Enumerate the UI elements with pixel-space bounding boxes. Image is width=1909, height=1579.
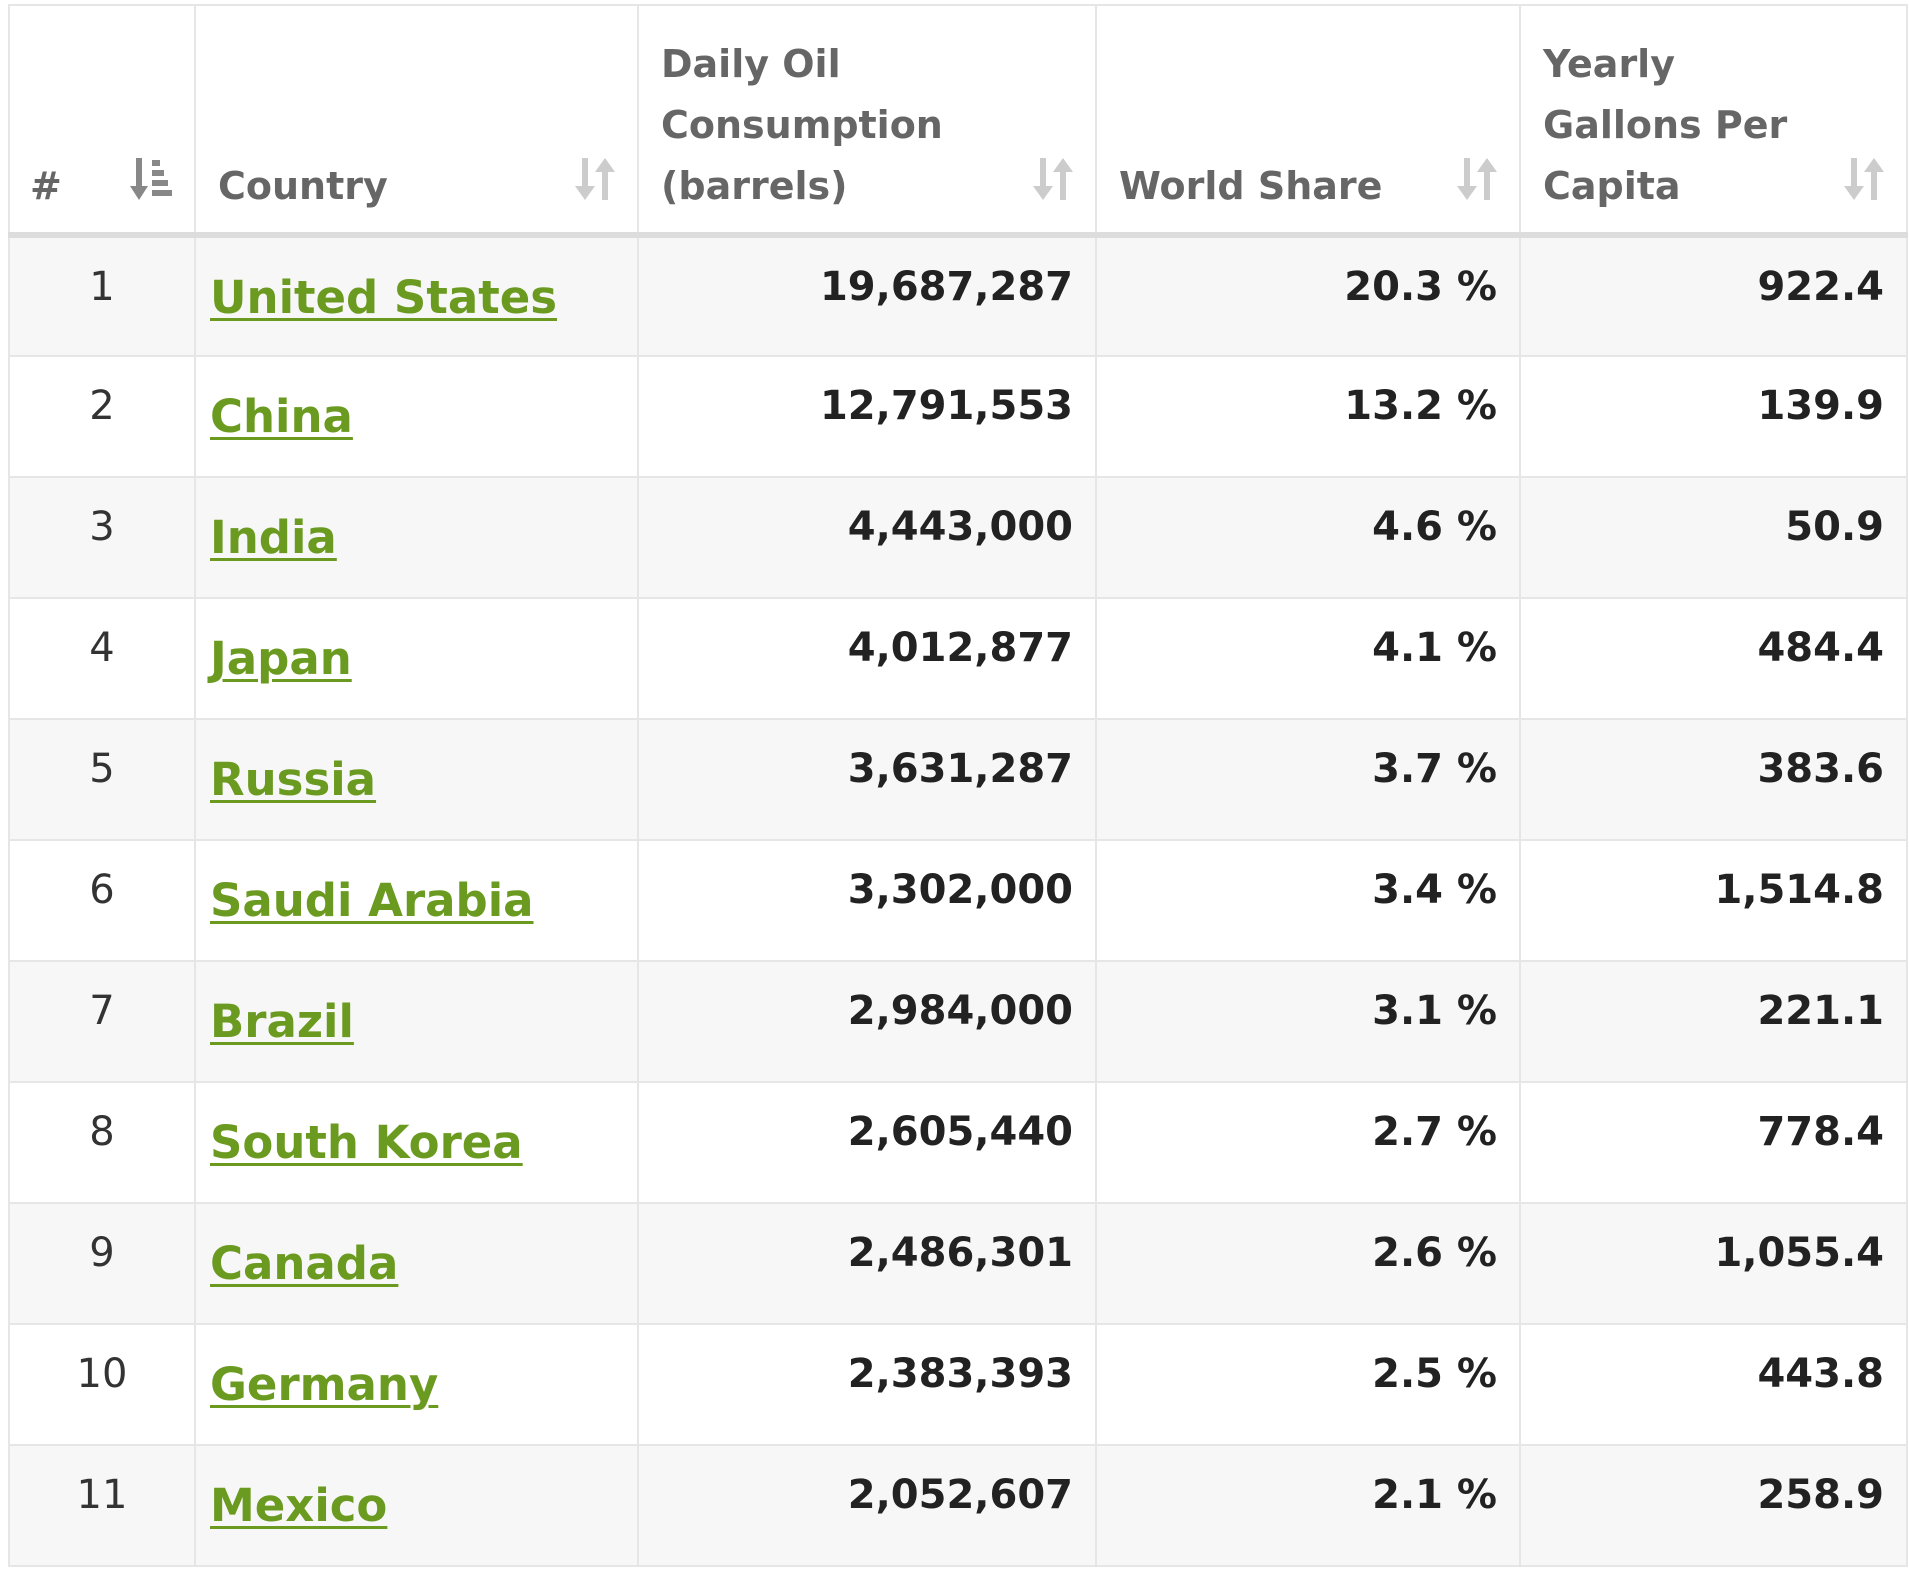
country-cell: South Korea bbox=[194, 1081, 639, 1204]
world-share-cell: 4.1 % bbox=[1095, 597, 1521, 720]
daily-oil-cell: 2,052,607 bbox=[637, 1444, 1097, 1567]
yearly-gallons-cell: 484.4 bbox=[1519, 597, 1908, 720]
table-header: # Country bbox=[8, 4, 1908, 238]
sort-both-icon[interactable] bbox=[573, 156, 617, 202]
table-row: 6 Saudi Arabia 3,302,000 3.4 % 1,514.8 bbox=[8, 839, 1908, 962]
rank-cell: 5 bbox=[8, 718, 196, 841]
table-row: 1 United States 19,687,287 20.3 % 922.4 bbox=[8, 234, 1908, 357]
daily-oil-cell: 2,486,301 bbox=[637, 1202, 1097, 1325]
header-country-label: Country bbox=[218, 164, 388, 208]
country-link[interactable]: Russia bbox=[210, 753, 377, 806]
daily-oil-cell: 19,687,287 bbox=[637, 234, 1097, 357]
table-row: 8 South Korea 2,605,440 2.7 % 778.4 bbox=[8, 1081, 1908, 1204]
daily-oil-cell: 2,605,440 bbox=[637, 1081, 1097, 1204]
rank-cell: 11 bbox=[8, 1444, 196, 1567]
country-cell: United States bbox=[194, 234, 639, 357]
header-yearly-gallons-label: Yearly Gallons Per Capita bbox=[1543, 42, 1788, 208]
header-rank[interactable]: # bbox=[8, 4, 195, 238]
rank-cell: 6 bbox=[8, 839, 196, 962]
rank-cell: 4 bbox=[8, 597, 196, 720]
country-cell: Saudi Arabia bbox=[194, 839, 639, 962]
yearly-gallons-cell: 778.4 bbox=[1519, 1081, 1908, 1204]
country-cell: Mexico bbox=[194, 1444, 639, 1567]
country-cell: Germany bbox=[194, 1323, 639, 1446]
country-cell: Japan bbox=[194, 597, 639, 720]
world-share-cell: 13.2 % bbox=[1095, 355, 1521, 478]
daily-oil-cell: 2,383,393 bbox=[637, 1323, 1097, 1446]
rank-cell: 9 bbox=[8, 1202, 196, 1325]
country-cell: Russia bbox=[194, 718, 639, 841]
table-row: 5 Russia 3,631,287 3.7 % 383.6 bbox=[8, 718, 1908, 841]
country-link[interactable]: Germany bbox=[210, 1358, 439, 1411]
yearly-gallons-cell: 1,514.8 bbox=[1519, 839, 1908, 962]
yearly-gallons-cell: 443.8 bbox=[1519, 1323, 1908, 1446]
rank-cell: 3 bbox=[8, 476, 196, 599]
header-row: # Country bbox=[8, 4, 1908, 238]
country-cell: China bbox=[194, 355, 639, 478]
daily-oil-cell: 12,791,553 bbox=[637, 355, 1097, 478]
header-daily-oil-label: Daily Oil Consumption (barrels) bbox=[661, 42, 943, 208]
world-share-cell: 3.1 % bbox=[1095, 960, 1521, 1083]
world-share-cell: 3.7 % bbox=[1095, 718, 1521, 841]
oil-consumption-table-container: # Country bbox=[8, 4, 1908, 1567]
table-body: 1 United States 19,687,287 20.3 % 922.4 … bbox=[8, 234, 1908, 1567]
table-row: 11 Mexico 2,052,607 2.1 % 258.9 bbox=[8, 1444, 1908, 1567]
world-share-cell: 2.7 % bbox=[1095, 1081, 1521, 1204]
country-cell: Canada bbox=[194, 1202, 639, 1325]
country-link[interactable]: Canada bbox=[210, 1237, 399, 1290]
table-row: 3 India 4,443,000 4.6 % 50.9 bbox=[8, 476, 1908, 599]
daily-oil-cell: 3,302,000 bbox=[637, 839, 1097, 962]
yearly-gallons-cell: 139.9 bbox=[1519, 355, 1908, 478]
world-share-cell: 2.5 % bbox=[1095, 1323, 1521, 1446]
daily-oil-cell: 4,012,877 bbox=[637, 597, 1097, 720]
rank-cell: 7 bbox=[8, 960, 196, 1083]
daily-oil-cell: 2,984,000 bbox=[637, 960, 1097, 1083]
table-row: 2 China 12,791,553 13.2 % 139.9 bbox=[8, 355, 1908, 478]
country-link[interactable]: Japan bbox=[210, 632, 352, 685]
header-yearly-gallons[interactable]: Yearly Gallons Per Capita bbox=[1519, 4, 1908, 238]
header-rank-label: # bbox=[30, 164, 62, 208]
yearly-gallons-cell: 1,055.4 bbox=[1519, 1202, 1908, 1325]
country-link[interactable]: South Korea bbox=[210, 1116, 523, 1169]
world-share-cell: 2.1 % bbox=[1095, 1444, 1521, 1567]
country-link[interactable]: Brazil bbox=[210, 995, 354, 1048]
country-link[interactable]: Saudi Arabia bbox=[210, 874, 534, 927]
rank-cell: 1 bbox=[8, 234, 196, 357]
header-country[interactable]: Country bbox=[194, 4, 638, 238]
rank-cell: 8 bbox=[8, 1081, 196, 1204]
world-share-cell: 2.6 % bbox=[1095, 1202, 1521, 1325]
yearly-gallons-cell: 221.1 bbox=[1519, 960, 1908, 1083]
country-cell: India bbox=[194, 476, 639, 599]
header-world-share[interactable]: World Share bbox=[1095, 4, 1520, 238]
yearly-gallons-cell: 383.6 bbox=[1519, 718, 1908, 841]
country-cell: Brazil bbox=[194, 960, 639, 1083]
yearly-gallons-cell: 50.9 bbox=[1519, 476, 1908, 599]
sort-descending-icon[interactable] bbox=[130, 156, 174, 202]
rank-cell: 10 bbox=[8, 1323, 196, 1446]
world-share-cell: 20.3 % bbox=[1095, 234, 1521, 357]
country-link[interactable]: India bbox=[210, 511, 337, 564]
rank-cell: 2 bbox=[8, 355, 196, 478]
yearly-gallons-cell: 258.9 bbox=[1519, 1444, 1908, 1567]
country-link[interactable]: United States bbox=[210, 271, 558, 324]
table-row: 7 Brazil 2,984,000 3.1 % 221.1 bbox=[8, 960, 1908, 1083]
country-link[interactable]: Mexico bbox=[210, 1479, 388, 1532]
oil-consumption-table: # Country bbox=[8, 4, 1908, 1567]
daily-oil-cell: 4,443,000 bbox=[637, 476, 1097, 599]
world-share-cell: 3.4 % bbox=[1095, 839, 1521, 962]
sort-both-icon[interactable] bbox=[1842, 156, 1886, 202]
table-row: 9 Canada 2,486,301 2.6 % 1,055.4 bbox=[8, 1202, 1908, 1325]
daily-oil-cell: 3,631,287 bbox=[637, 718, 1097, 841]
table-row: 10 Germany 2,383,393 2.5 % 443.8 bbox=[8, 1323, 1908, 1446]
header-daily-oil[interactable]: Daily Oil Consumption (barrels) bbox=[637, 4, 1096, 238]
yearly-gallons-cell: 922.4 bbox=[1519, 234, 1908, 357]
world-share-cell: 4.6 % bbox=[1095, 476, 1521, 599]
sort-both-icon[interactable] bbox=[1031, 156, 1075, 202]
country-link[interactable]: China bbox=[210, 390, 353, 443]
header-world-share-label: World Share bbox=[1119, 164, 1383, 208]
sort-both-icon[interactable] bbox=[1455, 156, 1499, 202]
table-row: 4 Japan 4,012,877 4.1 % 484.4 bbox=[8, 597, 1908, 720]
